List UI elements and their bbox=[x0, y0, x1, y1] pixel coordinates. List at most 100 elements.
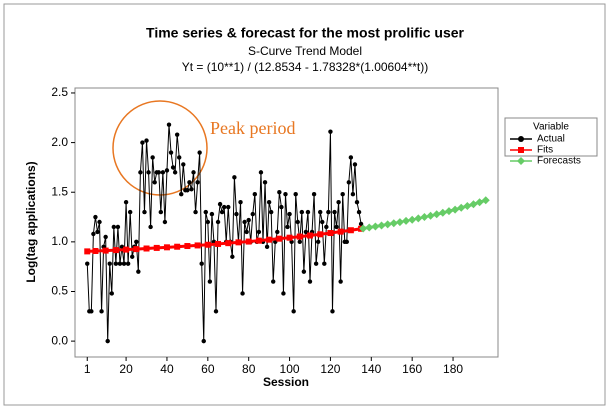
data-point bbox=[296, 233, 303, 240]
data-point bbox=[346, 180, 352, 185]
data-point bbox=[187, 180, 192, 185]
data-point bbox=[193, 209, 198, 215]
data-point bbox=[152, 180, 157, 185]
data-point bbox=[315, 239, 321, 245]
data-point bbox=[301, 269, 307, 274]
data-point bbox=[295, 219, 300, 225]
y-tick-label: 2.5 bbox=[51, 85, 68, 99]
data-point bbox=[285, 224, 290, 230]
plot-area bbox=[74, 87, 499, 358]
data-point bbox=[240, 291, 245, 296]
data-point bbox=[179, 192, 184, 197]
data-point bbox=[281, 291, 286, 296]
data-point bbox=[177, 155, 182, 160]
data-point bbox=[143, 245, 150, 252]
data-point bbox=[354, 199, 360, 205]
x-tick-label: 20 bbox=[119, 362, 133, 376]
data-point bbox=[95, 229, 100, 235]
data-point bbox=[244, 229, 249, 235]
data-point bbox=[232, 175, 237, 180]
data-point bbox=[356, 209, 362, 215]
data-point bbox=[252, 192, 258, 197]
chart-subtitle: S-Curve Trend Model bbox=[248, 44, 362, 58]
data-point bbox=[140, 140, 145, 145]
data-point bbox=[123, 199, 129, 205]
data-point bbox=[451, 205, 460, 214]
data-point bbox=[201, 338, 206, 344]
data-point bbox=[348, 155, 354, 160]
data-point bbox=[109, 291, 114, 296]
data-point bbox=[283, 192, 288, 197]
data-point bbox=[121, 261, 127, 266]
data-point bbox=[215, 219, 221, 225]
data-point bbox=[225, 240, 232, 247]
x-tick-label: 100 bbox=[280, 362, 300, 376]
data-point bbox=[420, 213, 429, 222]
data-point bbox=[338, 279, 343, 284]
data-point bbox=[313, 261, 319, 266]
data-point bbox=[115, 224, 121, 230]
data-point bbox=[307, 279, 313, 284]
data-point bbox=[327, 230, 334, 237]
data-point bbox=[358, 221, 364, 227]
data-point bbox=[170, 165, 176, 170]
data-point bbox=[148, 224, 153, 230]
data-point bbox=[234, 211, 239, 217]
y-tick-label: 1.0 bbox=[51, 234, 68, 248]
data-point bbox=[293, 192, 298, 197]
data-point bbox=[199, 261, 204, 266]
data-point bbox=[277, 190, 282, 195]
legend-title: Variable bbox=[533, 122, 569, 133]
data-point bbox=[130, 254, 135, 259]
data-point bbox=[334, 224, 339, 230]
data-point bbox=[99, 309, 104, 314]
data-point bbox=[258, 170, 264, 175]
x-tick-label: 180 bbox=[443, 362, 463, 376]
data-point bbox=[144, 138, 149, 143]
data-point bbox=[475, 198, 484, 207]
data-point bbox=[181, 162, 186, 167]
data-point bbox=[389, 219, 398, 228]
data-point bbox=[256, 229, 262, 235]
x-tick-label: 140 bbox=[361, 362, 381, 376]
data-point bbox=[204, 241, 211, 248]
y-tick-label: 2.0 bbox=[51, 135, 68, 149]
data-point bbox=[286, 234, 293, 241]
data-point bbox=[264, 244, 270, 250]
data-point bbox=[174, 243, 181, 250]
x-tick-label: 120 bbox=[320, 362, 340, 376]
data-point bbox=[318, 209, 323, 215]
x-tick-label: 160 bbox=[402, 362, 422, 376]
data-point bbox=[158, 209, 164, 215]
data-point bbox=[150, 155, 155, 160]
annotation: Peak period bbox=[210, 118, 295, 138]
data-point bbox=[91, 231, 96, 237]
data-point bbox=[134, 239, 139, 245]
data-point bbox=[242, 219, 247, 225]
data-point bbox=[219, 209, 225, 215]
data-point bbox=[337, 228, 344, 235]
data-point bbox=[194, 242, 201, 249]
data-point bbox=[125, 261, 131, 266]
legend-marker bbox=[517, 157, 525, 165]
data-point bbox=[359, 224, 368, 233]
data-point bbox=[332, 209, 337, 215]
data-point bbox=[103, 234, 108, 240]
data-point bbox=[174, 132, 180, 137]
data-point bbox=[255, 237, 262, 244]
data-point bbox=[377, 221, 386, 230]
data-point bbox=[444, 207, 453, 216]
data-point bbox=[250, 211, 255, 217]
y-tick-label: 0.0 bbox=[51, 333, 68, 347]
data-point bbox=[142, 209, 147, 215]
data-point bbox=[289, 239, 294, 245]
data-point bbox=[402, 216, 411, 225]
data-point bbox=[268, 209, 274, 215]
data-point bbox=[352, 162, 358, 167]
data-point bbox=[463, 202, 472, 211]
data-point bbox=[347, 227, 354, 234]
y-axis-label: Log(tag applications) bbox=[24, 161, 38, 282]
data-point bbox=[230, 254, 235, 259]
data-point bbox=[185, 188, 190, 193]
data-point bbox=[311, 192, 317, 197]
